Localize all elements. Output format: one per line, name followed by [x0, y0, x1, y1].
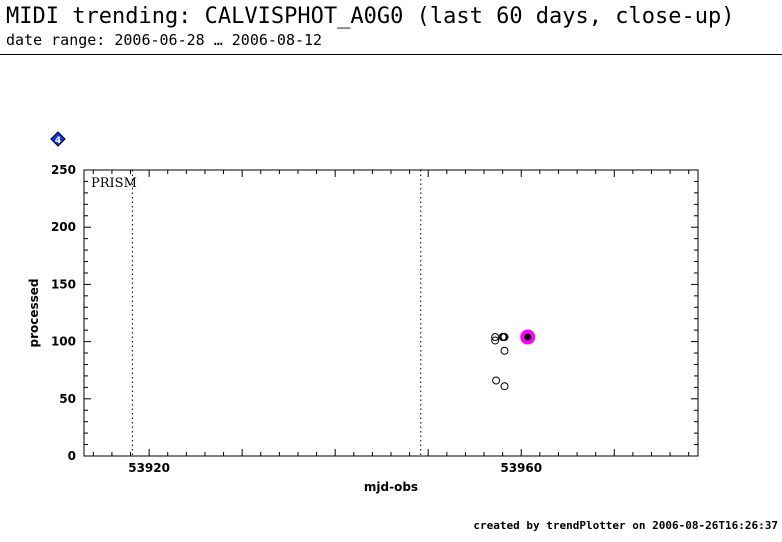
- y-tick-label: 0: [68, 449, 76, 463]
- data-point: [491, 336, 500, 345]
- y-axis-label: processed: [27, 278, 41, 347]
- prism-annotation: PRISM: [91, 176, 137, 191]
- badge-label: 4: [55, 136, 61, 146]
- data-point: [492, 376, 501, 385]
- data-point: [500, 382, 509, 391]
- status-badge: 4: [50, 131, 66, 147]
- x-tick-label: 53920: [128, 461, 170, 475]
- y-tick-label: 250: [51, 163, 76, 177]
- x-axis-label: mjd-obs: [364, 480, 418, 494]
- data-point: [500, 346, 509, 355]
- footer-credit: created by trendPlotter on 2006-08-26T16…: [473, 519, 778, 532]
- y-tick-label: 150: [51, 277, 76, 291]
- y-tick-label: 100: [51, 335, 76, 349]
- highlight-point-core: [524, 333, 532, 341]
- y-tick-label: 50: [59, 392, 76, 406]
- page-title: MIDI trending: CALVISPHOT_A0G0 (last 60 …: [6, 4, 735, 29]
- date-range-subtitle: date range: 2006-06-28 … 2006-08-12: [6, 31, 323, 49]
- header-divider: [0, 54, 782, 55]
- x-tick-label: 53960: [500, 461, 542, 475]
- data-point: [500, 333, 509, 342]
- y-tick-label: 200: [51, 220, 76, 234]
- plot-frame: [83, 169, 699, 457]
